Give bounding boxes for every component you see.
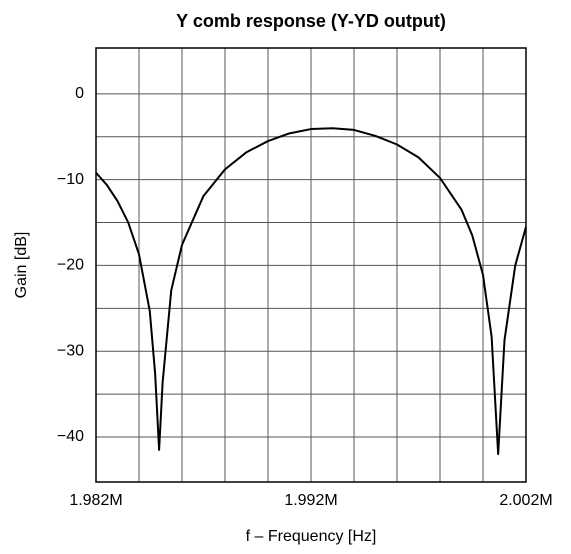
line-series	[96, 127, 526, 456]
y-tick-label: 0	[75, 85, 84, 102]
x-axis-label: f – Frequency [Hz]	[246, 528, 377, 545]
y-axis-label: Gain [dB]	[13, 232, 30, 299]
y-tick-label: −20	[57, 257, 84, 274]
plot-frame	[95, 47, 527, 483]
x-tick-label: 1.982M	[69, 492, 122, 509]
y-tick-label: −10	[57, 171, 84, 188]
y-tick-label: −40	[57, 428, 84, 445]
x-tick-label: 1.992M	[284, 492, 337, 509]
x-tick-label: 2.002M	[499, 492, 552, 509]
y-tick-label: −30	[57, 342, 84, 359]
chart-title: Y comb response (Y-YD output)	[176, 11, 446, 31]
